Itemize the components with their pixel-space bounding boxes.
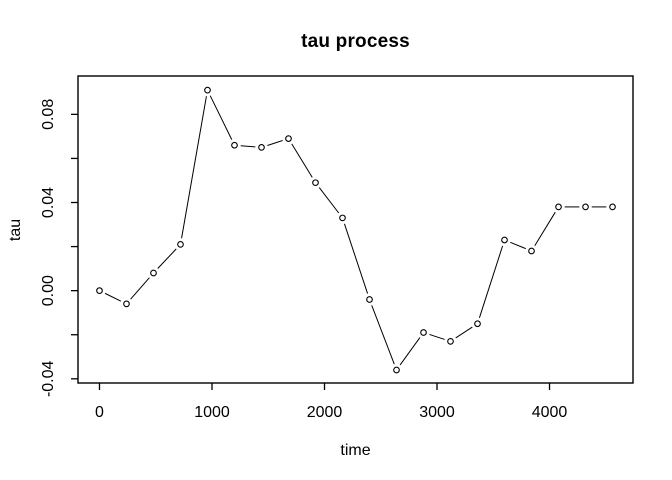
series-segment bbox=[343, 223, 369, 294]
plot-box bbox=[77, 75, 634, 384]
data-point-marker bbox=[150, 269, 157, 277]
plot-title: tau process bbox=[301, 31, 410, 52]
data-point-marker bbox=[582, 203, 589, 211]
data-point-marker bbox=[528, 247, 535, 255]
data-point-marker bbox=[555, 203, 562, 211]
data-point-marker bbox=[420, 329, 427, 336]
series-segment bbox=[478, 245, 504, 318]
x-tick-label: 3000 bbox=[419, 404, 455, 421]
series-segment bbox=[455, 326, 473, 339]
data-point-marker bbox=[447, 337, 454, 345]
data-point-marker bbox=[123, 300, 130, 308]
data-point-marker bbox=[474, 320, 481, 328]
y-tick-label: 0.00 bbox=[40, 275, 57, 306]
data-point-marker bbox=[204, 86, 211, 94]
series-segment bbox=[291, 143, 313, 178]
x-tick-label: 4000 bbox=[532, 404, 568, 421]
data-point-marker bbox=[285, 135, 292, 142]
series-segment bbox=[209, 95, 233, 140]
data-point-marker bbox=[258, 144, 265, 151]
data-point-marker bbox=[177, 241, 184, 248]
series-segment bbox=[130, 277, 150, 300]
series-segment bbox=[510, 241, 526, 250]
series-segment bbox=[371, 305, 395, 365]
data-point-marker bbox=[96, 287, 103, 295]
y-tick-label: -0.04 bbox=[40, 360, 57, 397]
data-point-marker bbox=[366, 296, 373, 303]
series-segment bbox=[399, 337, 421, 366]
data-point-marker bbox=[339, 214, 346, 222]
x-tick-label: 1000 bbox=[194, 404, 230, 421]
data-point-marker bbox=[312, 179, 319, 187]
data-point-marker bbox=[609, 203, 616, 211]
series-segment bbox=[318, 187, 340, 214]
data-point-marker bbox=[393, 366, 400, 374]
x-axis-label: time bbox=[340, 442, 371, 459]
series-segment bbox=[267, 140, 283, 146]
data-point-marker bbox=[231, 141, 238, 149]
data-point-marker bbox=[501, 236, 508, 244]
series-segment bbox=[534, 211, 556, 246]
series-segment bbox=[181, 96, 207, 239]
y-axis-label: tau bbox=[7, 218, 24, 242]
x-tick-label: 2000 bbox=[307, 404, 343, 421]
series-segment bbox=[429, 333, 445, 340]
series-segment bbox=[104, 292, 122, 302]
x-tick-label: 0 bbox=[95, 404, 104, 421]
y-tick-label: 0.04 bbox=[40, 187, 57, 218]
series-segment bbox=[240, 145, 256, 148]
y-tick-label: 0.08 bbox=[40, 99, 57, 130]
series-segment bbox=[157, 248, 177, 269]
